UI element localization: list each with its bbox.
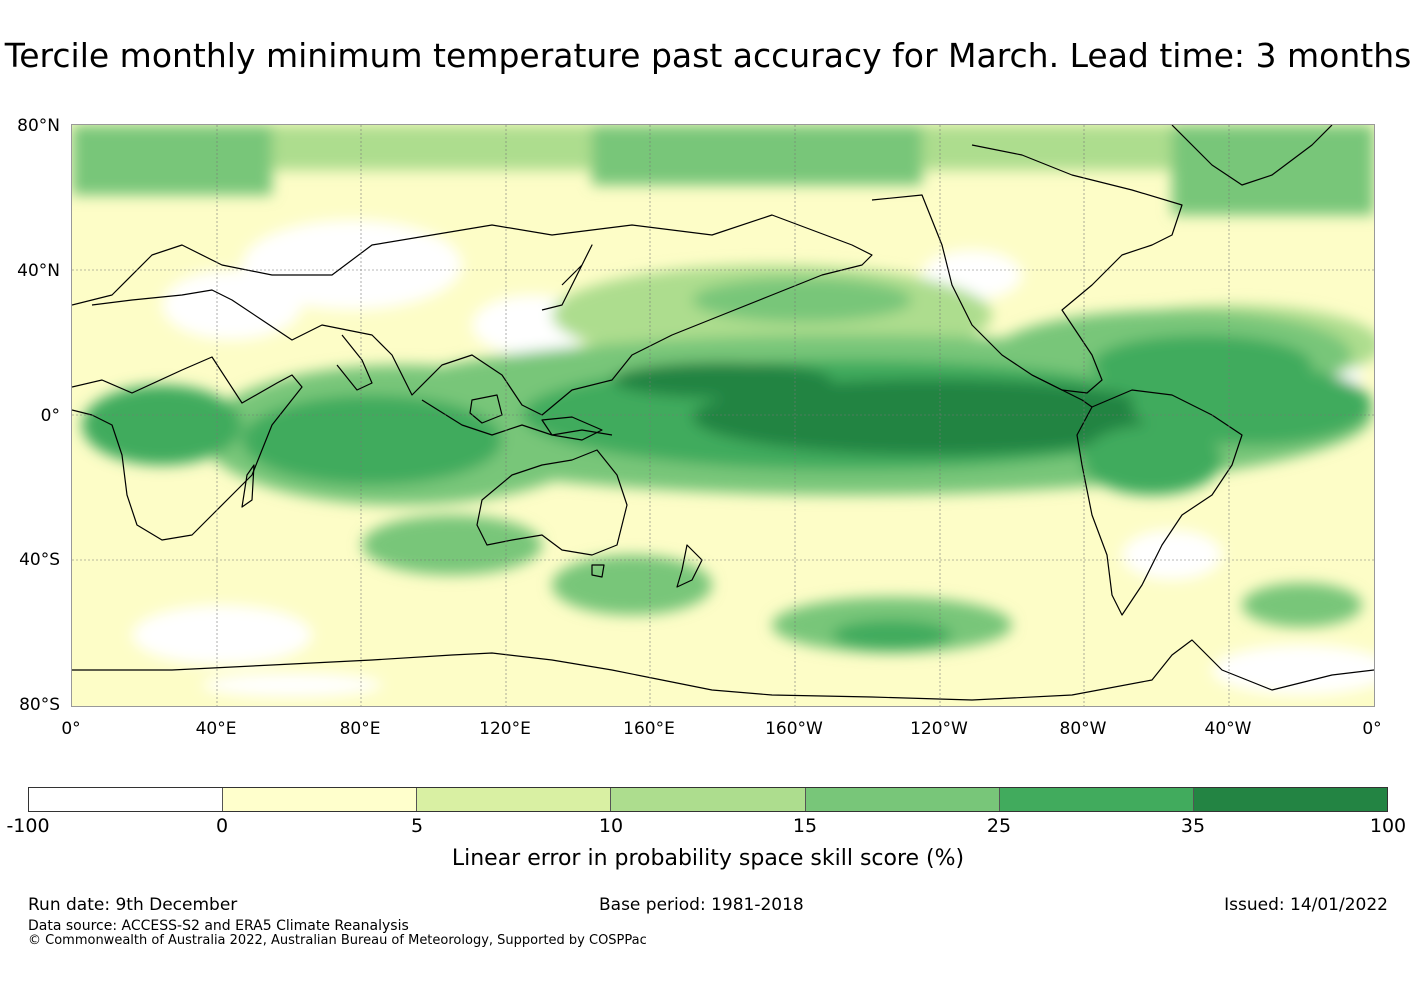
coast-africa bbox=[72, 356, 303, 541]
colorbar-segment bbox=[223, 788, 418, 811]
lon-label-160w: 160°W bbox=[765, 719, 823, 739]
colorbar-segment bbox=[417, 788, 612, 811]
coast-australia bbox=[476, 449, 628, 556]
colorbar-tick: 10 bbox=[598, 815, 624, 837]
coast-india bbox=[336, 334, 373, 391]
coast-madagascar bbox=[241, 464, 255, 508]
coast-new-zealand bbox=[676, 544, 703, 588]
coast-japan bbox=[541, 244, 593, 311]
colorbar-tick: -100 bbox=[6, 815, 50, 837]
colorbar-segment bbox=[1193, 788, 1387, 811]
colorbar bbox=[28, 787, 1388, 812]
coast-south-america bbox=[1076, 389, 1243, 616]
lon-label-40w: 40°W bbox=[1204, 719, 1252, 739]
lon-label-120e: 120°E bbox=[479, 719, 531, 739]
coastlines bbox=[72, 125, 1374, 701]
coast-eurasia bbox=[72, 214, 873, 416]
colorbar-segment bbox=[611, 788, 806, 811]
chart-title: Tercile monthly minimum temperature past… bbox=[4, 36, 1412, 75]
colorbar-tick: 35 bbox=[1180, 815, 1206, 837]
lon-label-160e: 160°E bbox=[623, 719, 675, 739]
lon-label-120w: 120°W bbox=[910, 719, 968, 739]
coast-antarctica bbox=[72, 639, 1374, 701]
colorbar-label: Linear error in probability space skill … bbox=[451, 846, 965, 871]
lat-label-80s: 80°S bbox=[19, 695, 60, 715]
copyright: © Commonwealth of Australia 2022, Austra… bbox=[28, 933, 647, 948]
lat-label-0: 0° bbox=[40, 406, 60, 426]
colorbar-segment bbox=[999, 788, 1194, 811]
coast-indonesia bbox=[421, 399, 613, 436]
coast-tasmania bbox=[591, 564, 605, 578]
colorbar-tick: 5 bbox=[410, 815, 424, 837]
base-period: Base period: 1981-2018 bbox=[599, 895, 804, 915]
map-svg bbox=[72, 125, 1374, 706]
coast-new-guinea bbox=[541, 416, 603, 441]
issued-date: Issued: 14/01/2022 bbox=[1224, 895, 1388, 915]
colorbar-tick: 0 bbox=[215, 815, 229, 837]
coast-borneo bbox=[469, 394, 503, 424]
colorbar-tick: 100 bbox=[1369, 815, 1407, 837]
coast-north-america bbox=[871, 144, 1183, 394]
lat-label-40n: 40°N bbox=[17, 261, 60, 281]
lon-label-80e: 80°E bbox=[339, 719, 381, 739]
colorbar-tick: 25 bbox=[986, 815, 1012, 837]
coast-central-america bbox=[1031, 374, 1093, 408]
graticule bbox=[72, 125, 1374, 706]
lon-label-0-west: 0° bbox=[61, 719, 81, 739]
colorbar-segment bbox=[29, 788, 224, 811]
colorbar-segment bbox=[805, 788, 1000, 811]
colorbar-tick: 15 bbox=[792, 815, 818, 837]
skill-score-map bbox=[71, 124, 1375, 707]
lon-label-80w: 80°W bbox=[1059, 719, 1107, 739]
lon-label-40e: 40°E bbox=[195, 719, 237, 739]
run-date: Run date: 9th December bbox=[28, 895, 238, 915]
lat-label-40s: 40°S bbox=[19, 550, 60, 570]
data-source: Data source: ACCESS-S2 and ERA5 Climate … bbox=[28, 918, 409, 934]
coast-greenland bbox=[1171, 125, 1333, 186]
lon-label-0-east: 0° bbox=[1362, 719, 1382, 739]
lat-label-80n: 80°N bbox=[17, 116, 60, 136]
